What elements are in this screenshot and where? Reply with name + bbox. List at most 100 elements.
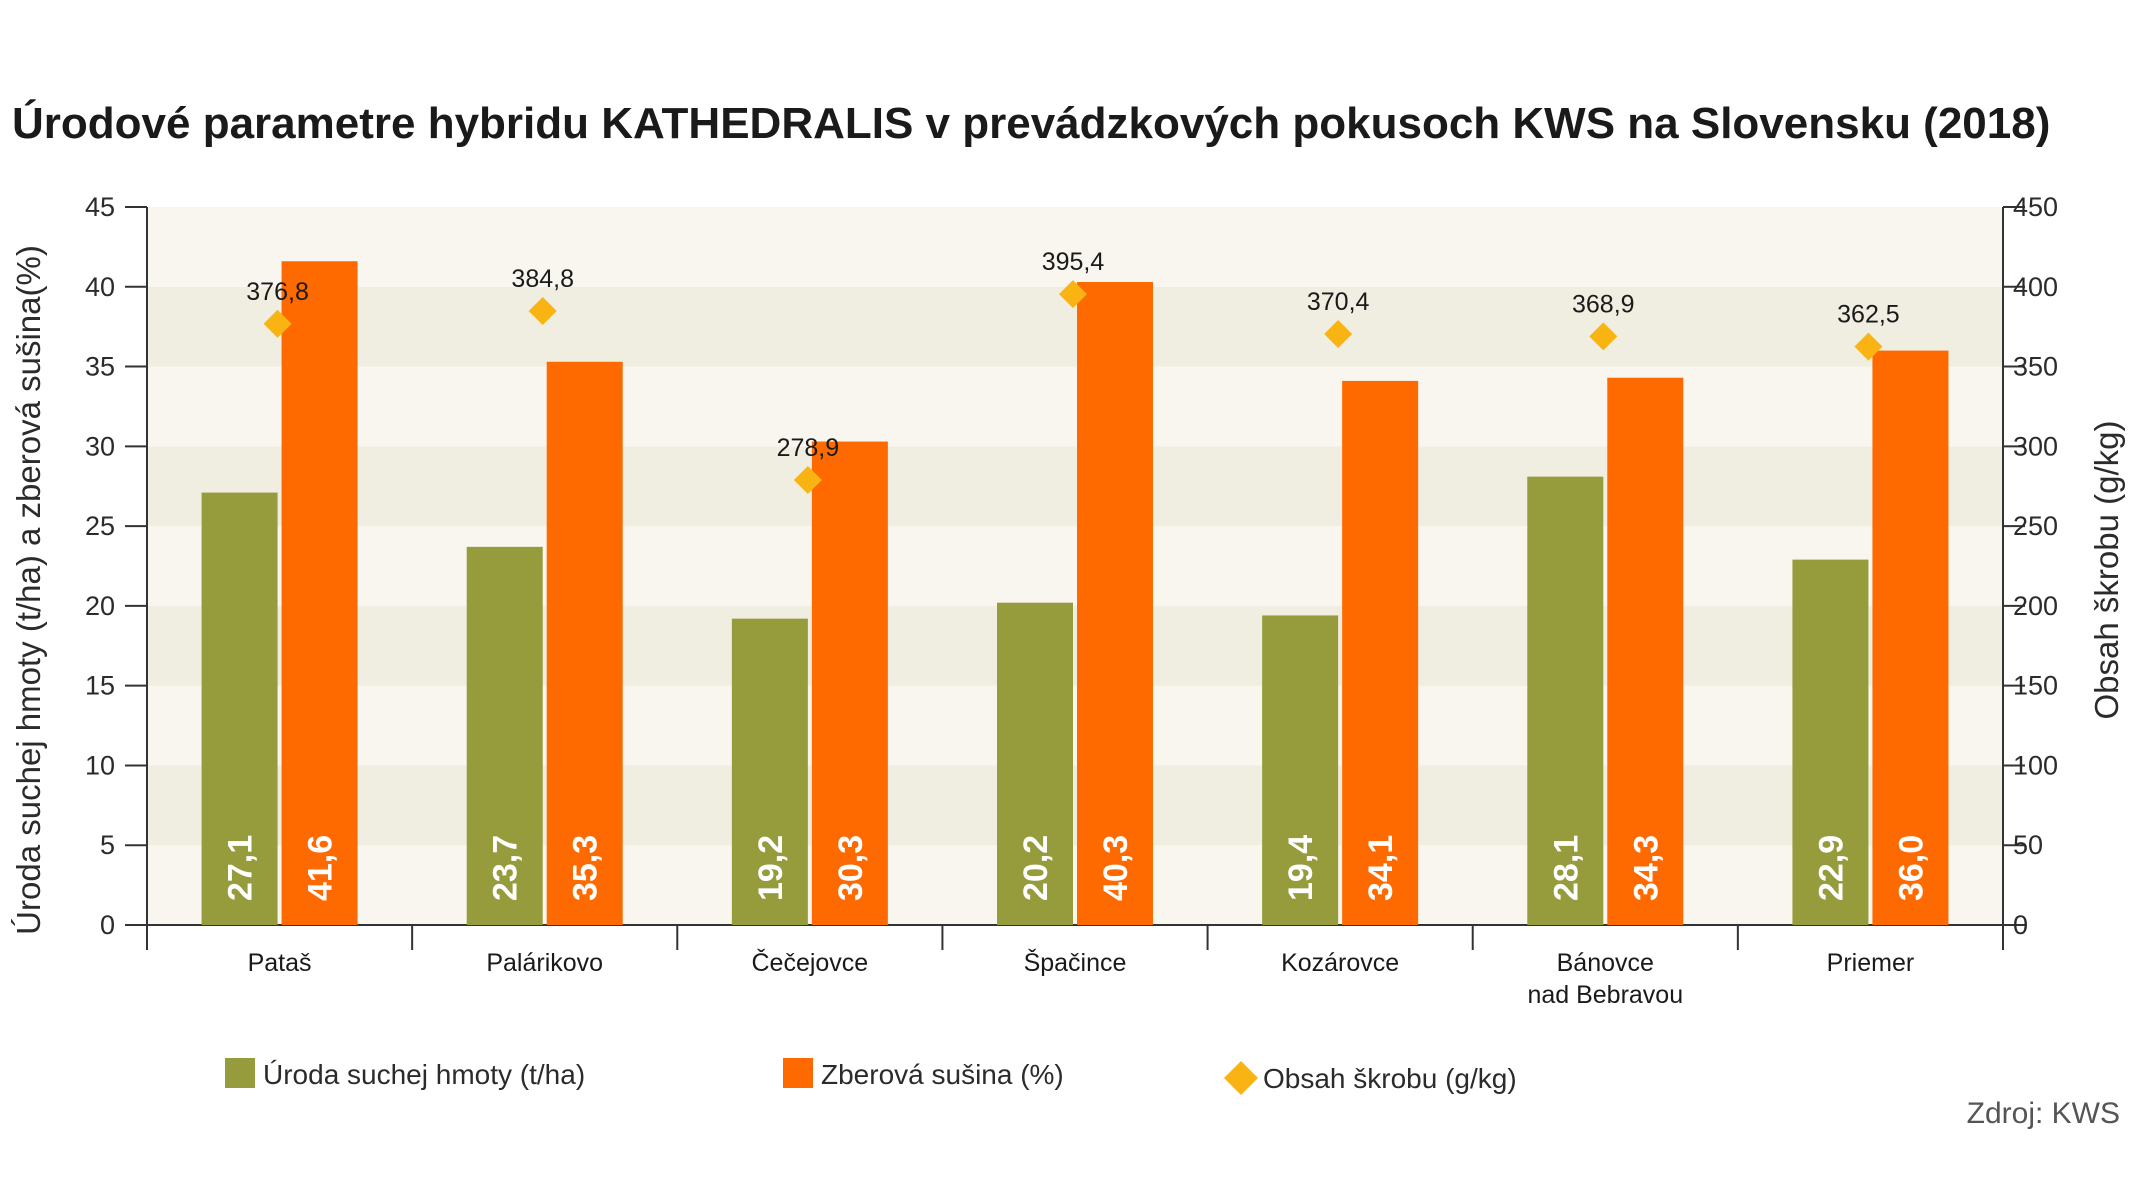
bar-yield xyxy=(466,546,543,925)
category-label: Čečejovce xyxy=(751,948,868,977)
starch-point-label: 370,4 xyxy=(1307,288,1370,316)
y-tick-label: 15 xyxy=(85,671,115,701)
bar-yield xyxy=(997,602,1073,925)
bar-label-yield: 22,9 xyxy=(1812,835,1850,901)
bar-label-yield: 28,1 xyxy=(1547,835,1585,901)
y-tick-label: 25 xyxy=(85,511,115,541)
category-label: Palárikovo xyxy=(486,949,603,977)
source-note: Zdroj: KWS xyxy=(1967,1097,2120,1130)
category-label-line: nad Bebravou xyxy=(1527,981,1683,1009)
starch-point xyxy=(793,465,822,494)
grid-band xyxy=(147,526,2003,606)
legend-yield-label: Úroda suchej hmoty (t/ha) xyxy=(263,1059,585,1090)
y2-tick-label: 350 xyxy=(2013,352,2058,382)
legend-yield-swatch xyxy=(225,1058,255,1088)
starch-point-label: 395,4 xyxy=(1042,248,1105,276)
y2-tick-label: 300 xyxy=(2013,431,2058,461)
starch-point-label: 362,5 xyxy=(1837,301,1900,329)
bar-label-yield: 23,7 xyxy=(487,835,525,901)
y2-tick-label: 100 xyxy=(2013,750,2058,780)
starch-point xyxy=(1059,280,1087,309)
grid-band xyxy=(147,685,2003,766)
y2-tick-label: 200 xyxy=(2013,591,2058,621)
bar-label-dry-matter: 36,0 xyxy=(1892,835,1930,901)
category-label: Bánovce nad Bebravou xyxy=(1527,949,1683,1009)
plot-background-bands xyxy=(147,207,2003,925)
y2-tick-label: 400 xyxy=(2013,272,2058,302)
starch-point-label: 384,8 xyxy=(511,265,574,293)
category-label-line: Pataš xyxy=(248,949,312,977)
bar-label-yield: 27,1 xyxy=(222,835,260,901)
y-tick-label: 30 xyxy=(85,431,115,461)
axes: 0510152025303540450501001502002503003504… xyxy=(85,192,2058,950)
category-label-line: Kozárovce xyxy=(1281,949,1399,977)
starch-point xyxy=(528,297,557,326)
starch-point-label: 368,9 xyxy=(1572,290,1635,318)
starch-point-label: 376,8 xyxy=(246,278,309,306)
y-tick-label: 0 xyxy=(100,910,115,940)
category-label: Priemer xyxy=(1827,949,1915,977)
starch-point xyxy=(1324,320,1353,349)
bar-yield xyxy=(201,492,278,925)
bar-dry-matter xyxy=(1872,350,1949,926)
y-tick-label: 40 xyxy=(85,272,115,302)
y2-tick-label: 450 xyxy=(2013,192,2058,222)
bar-label-dry-matter: 30,3 xyxy=(832,835,870,901)
bar-label-yield: 20,2 xyxy=(1017,835,1055,901)
bar-dry-matter xyxy=(1342,380,1419,926)
category-labels: Pataš Palárikovo Čečejovce Špačince Kozárovc… xyxy=(248,948,1915,1009)
bar-label-dry-matter: 34,3 xyxy=(1627,835,1665,901)
bar-label-dry-matter: 35,3 xyxy=(567,835,605,901)
starch-point xyxy=(1589,322,1618,351)
grid-band xyxy=(147,207,2003,287)
grid-band xyxy=(147,605,2003,686)
bar-dry-matter xyxy=(811,441,888,925)
category-label-line: Špačince xyxy=(1024,948,1127,977)
bar-label-dry-matter: 40,3 xyxy=(1097,835,1135,901)
bar-yield xyxy=(1527,476,1604,925)
y-tick-label: 10 xyxy=(85,750,115,780)
grid-band xyxy=(147,765,2003,846)
bar-dry-matter xyxy=(1607,377,1684,925)
y-tick-label: 35 xyxy=(85,352,115,382)
bar-dry-matter xyxy=(1077,281,1153,926)
category-label-line: Palárikovo xyxy=(486,949,603,977)
grid-band xyxy=(147,845,2003,925)
legend-dry-matter-label: Zberová sušina (%) xyxy=(821,1059,1064,1090)
y2-tick-label: 150 xyxy=(2013,671,2058,701)
starch-point xyxy=(263,309,292,338)
category-label: Špačince xyxy=(1024,948,1127,977)
bar-dry-matter xyxy=(281,261,358,925)
y-axis-label-left: Úroda suchej hmoty (t/ha) a zberová suši… xyxy=(10,245,47,935)
category-label: Kozárovce xyxy=(1281,949,1399,977)
grid-band xyxy=(147,366,2003,447)
bars: 27,1 41,6 23,7 35,3 19,2 30,3 20,2 40,3 19,4 34,1… xyxy=(201,261,1949,926)
starch-point xyxy=(1854,332,1883,361)
bar-label-dry-matter: 34,1 xyxy=(1362,835,1400,901)
category-label-line: Priemer xyxy=(1827,949,1915,977)
y2-tick-label: 0 xyxy=(2013,910,2028,940)
bar-label-dry-matter: 41,6 xyxy=(302,835,340,901)
bar-dry-matter xyxy=(546,361,623,925)
y-tick-label: 20 xyxy=(85,591,115,621)
starch-points: 376,8 384,8 278,9 395,4 370,4 368,9 362,5 xyxy=(246,248,1900,494)
bar-label-yield: 19,2 xyxy=(752,835,790,901)
y2-tick-label: 250 xyxy=(2013,511,2058,541)
legend-starch-swatch xyxy=(1224,1061,1258,1095)
y-tick-label: 5 xyxy=(100,830,115,860)
legend-starch-label: Obsah škrobu (g/kg) xyxy=(1263,1063,1517,1094)
category-label-line: Čečejovce xyxy=(751,948,868,977)
category-label-line: Bánovce xyxy=(1557,949,1654,977)
bar-label-yield: 19,4 xyxy=(1282,835,1320,901)
chart-title: Úrodové parametre hybridu KATHEDRALIS v … xyxy=(12,98,2050,148)
starch-point-label: 278,9 xyxy=(777,434,840,462)
category-label: Pataš xyxy=(248,949,312,977)
y2-tick-label: 50 xyxy=(2013,830,2043,860)
bar-yield xyxy=(1792,559,1869,925)
legend: Úroda suchej hmoty (t/ha) Zberová sušina … xyxy=(225,1058,1517,1095)
y-axis-label-right: Obsah škrobu (g/kg) xyxy=(2088,421,2125,720)
bar-yield xyxy=(731,618,808,925)
y-tick-label: 45 xyxy=(85,192,115,222)
legend-dry-matter-swatch xyxy=(783,1058,813,1088)
